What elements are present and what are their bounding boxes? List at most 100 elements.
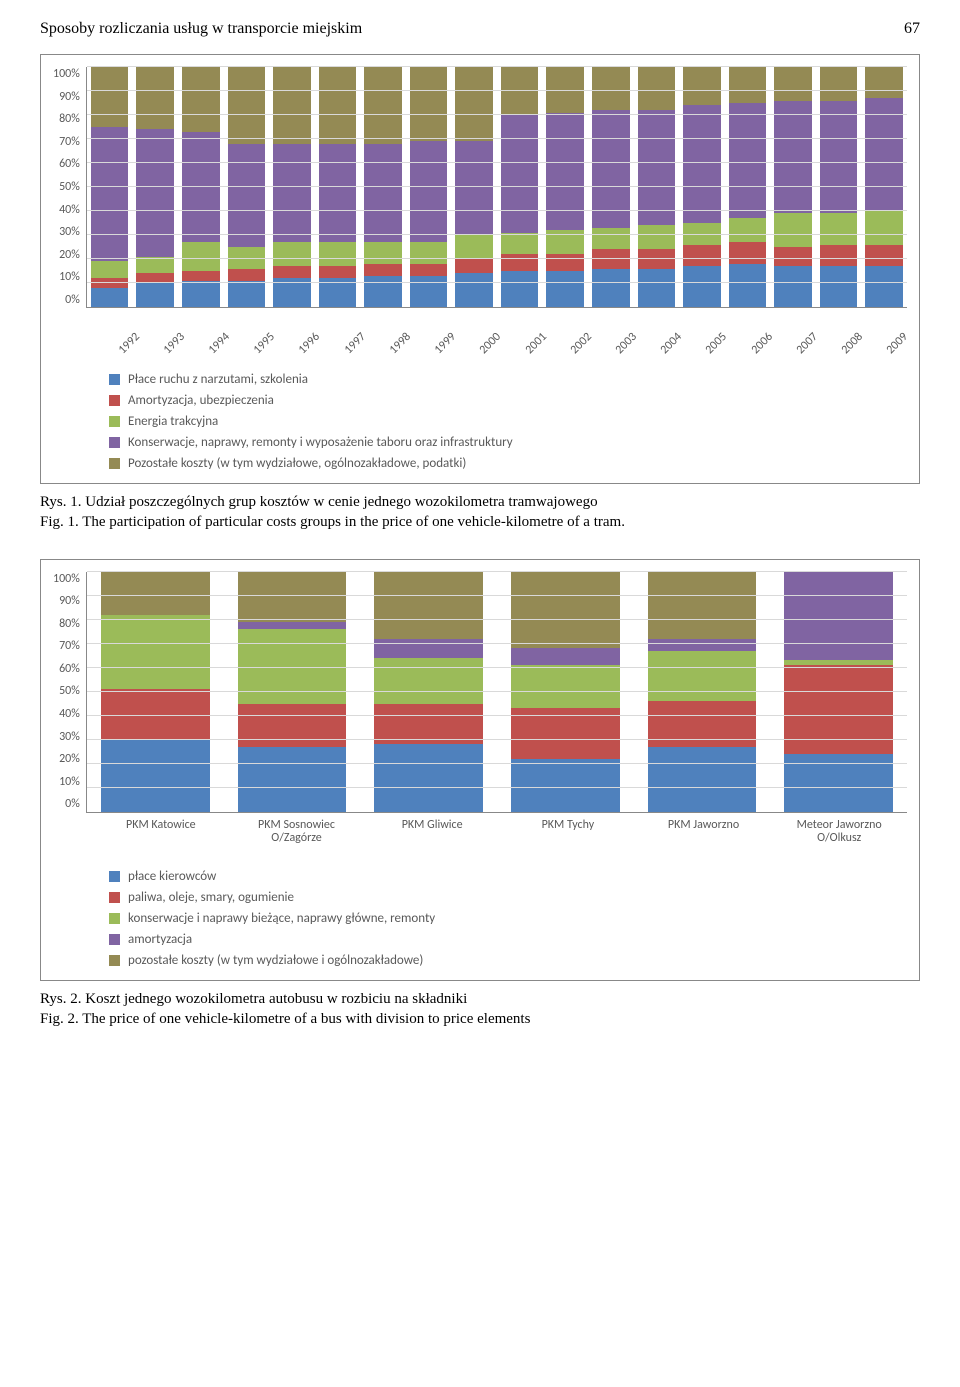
grid-line [87, 787, 907, 788]
bar-segment [91, 67, 129, 127]
chart2-legend: płace kierowców paliwa, oleje, smary, ogu… [109, 869, 907, 968]
bar-segment [729, 67, 767, 103]
bar-segment [136, 67, 174, 129]
bar-segment [784, 665, 893, 754]
legend-swatch [109, 374, 120, 385]
caption1: Rys. 1. Udział poszczególnych grup koszt… [40, 492, 920, 533]
x-tick: PKM Jaworzno [636, 819, 772, 845]
legend-swatch [109, 458, 120, 469]
bar-segment [455, 259, 493, 273]
chart1-box: 100%90%80%70%60%50%40%30%20%10%0% 199219… [40, 54, 920, 484]
bar-segment [136, 257, 174, 274]
bar-segment [182, 67, 220, 132]
y-tick: 10% [59, 270, 80, 284]
bar-segment [511, 708, 620, 758]
grid-line [87, 186, 907, 187]
bar-segment [592, 269, 630, 307]
legend-label: Energia trakcyjna [128, 414, 218, 429]
caption1-line1: Rys. 1. Udział poszczególnych grup koszt… [40, 492, 920, 512]
chart1-legend: Płace ruchu z narzutami, szkoleniaAmorty… [109, 372, 907, 471]
bar-segment [364, 276, 402, 307]
legend-swatch [109, 934, 120, 945]
x-tick: 1999 [425, 330, 462, 367]
bar-column [648, 572, 757, 812]
y-tick: 0% [65, 797, 80, 811]
bar-segment [511, 572, 620, 649]
legend-label: Konserwacje, naprawy, remonty i wyposaże… [128, 435, 513, 450]
bar-segment [683, 67, 721, 105]
bar-segment [501, 115, 539, 233]
bar-segment [683, 245, 721, 267]
legend-label: paliwa, oleje, smary, ogumienie [128, 890, 294, 905]
y-tick: 80% [59, 112, 80, 126]
y-tick: 40% [59, 203, 80, 217]
y-tick: 100% [53, 67, 80, 81]
bar-segment [774, 266, 812, 307]
bar-segment [238, 747, 347, 812]
page-number: 67 [904, 20, 920, 38]
bar-column [820, 67, 858, 307]
x-tick: 1993 [154, 330, 191, 367]
bar-segment [273, 67, 311, 144]
bar-segment [638, 110, 676, 225]
chart1-plot [86, 67, 907, 308]
chart1-bars [87, 67, 907, 307]
y-tick: 60% [59, 157, 80, 171]
bar-column [592, 67, 630, 307]
y-tick: 90% [59, 594, 80, 608]
y-tick: 60% [59, 662, 80, 676]
x-tick: 2005 [696, 330, 733, 367]
legend-item: płace kierowców [109, 869, 907, 884]
bar-segment [592, 249, 630, 268]
bar-segment [638, 67, 676, 110]
bar-segment [820, 245, 858, 267]
x-tick: 1992 [109, 330, 146, 367]
x-tick: Meteor Jaworzno O/Olkusz [771, 819, 907, 845]
chart1-area: 100%90%80%70%60%50%40%30%20%10%0% [53, 67, 907, 308]
bar-segment [501, 233, 539, 255]
grid-line [87, 90, 907, 91]
bar-segment [865, 245, 903, 267]
x-tick: PKM Gliwice [364, 819, 500, 845]
legend-swatch [109, 955, 120, 966]
bar-segment [364, 264, 402, 276]
bar-segment [501, 254, 539, 271]
bar-segment [319, 144, 357, 242]
bar-column [91, 67, 129, 307]
bar-segment [228, 269, 266, 281]
bar-segment [136, 283, 174, 307]
caption2: Rys. 2. Koszt jednego wozokilometra auto… [40, 989, 920, 1030]
bar-column [101, 572, 210, 812]
x-tick: PKM Tychy [500, 819, 636, 845]
y-tick: 70% [59, 135, 80, 149]
bar-segment [364, 242, 402, 264]
x-tick: 2003 [606, 330, 643, 367]
bar-segment [455, 235, 493, 259]
bar-column [729, 67, 767, 307]
bar-segment [238, 572, 347, 622]
bar-segment [319, 266, 357, 278]
grid-line [87, 715, 907, 716]
bar-segment [455, 141, 493, 235]
grid-line [87, 595, 907, 596]
bar-segment [364, 67, 402, 144]
chart2-plot [86, 572, 907, 813]
bar-segment [273, 266, 311, 278]
bar-segment [865, 211, 903, 245]
bar-segment [865, 67, 903, 98]
bar-segment [511, 759, 620, 812]
bar-segment [638, 225, 676, 249]
bar-column [374, 572, 483, 812]
x-tick: 1994 [199, 330, 236, 367]
x-tick: 1996 [289, 330, 326, 367]
bar-segment [638, 249, 676, 268]
bar-column [501, 67, 539, 307]
bar-segment [820, 67, 858, 101]
bar-column [238, 572, 347, 812]
bar-segment [410, 141, 448, 242]
bar-segment [729, 218, 767, 242]
bar-segment [774, 67, 812, 101]
bar-segment [729, 103, 767, 218]
legend-swatch [109, 416, 120, 427]
bar-segment [774, 213, 812, 247]
